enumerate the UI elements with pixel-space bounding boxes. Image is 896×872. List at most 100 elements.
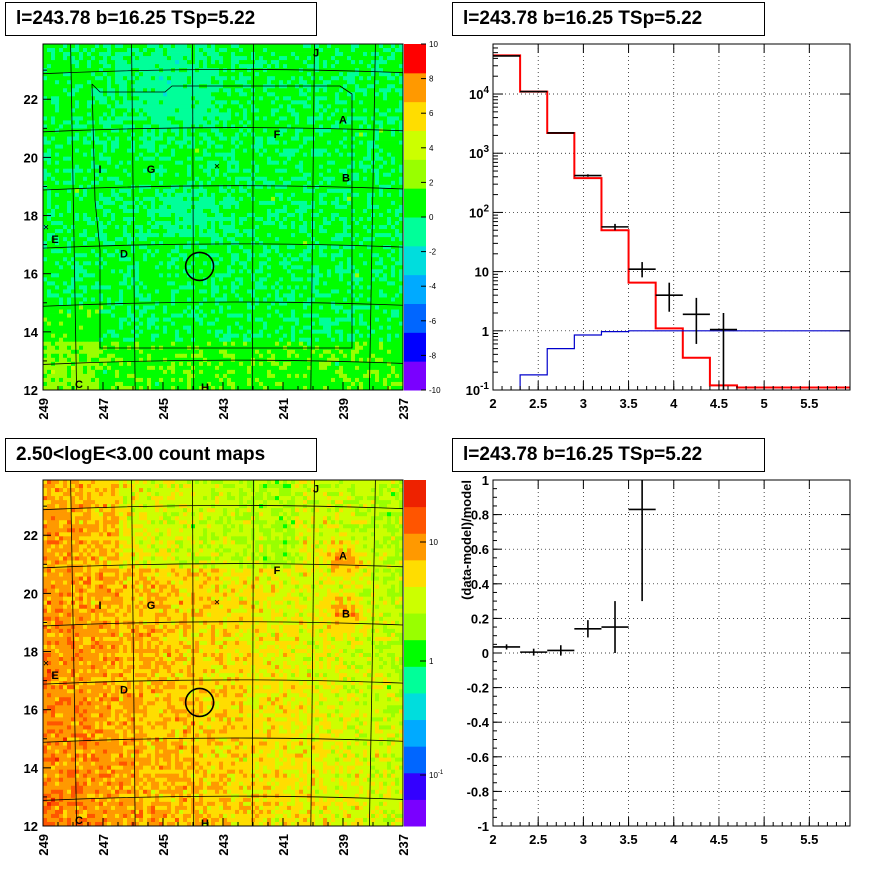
y-tick-label: 1	[482, 473, 489, 488]
x-tick-label: 2	[489, 832, 496, 847]
y-tick-label: 14	[24, 325, 39, 340]
x-tick-label: 2	[489, 396, 496, 411]
y-axis-label: (data-model)/model	[459, 480, 474, 600]
residual-map-coordinate-grid: J A F I G B E D C H	[43, 44, 403, 394]
fractional-residual-plot: 2 2.5 3 3.5 4 4.5 5 5.5 -1 -0.8 -0.6 -0.4 -0.2 0 0.2 0.…	[459, 473, 851, 847]
y-tick-label: -1	[477, 819, 489, 834]
count-map-axes: 249 247 245 243 241 239 237 12 14 16 18 20 22	[24, 479, 411, 856]
y-tick-label: 22	[24, 92, 38, 107]
longitude-gridline	[251, 44, 254, 390]
longitude-gridline	[192, 44, 195, 390]
x-tick-label: 237	[396, 834, 411, 856]
count-map-colorbar: 10 1 10-1	[404, 480, 444, 827]
source-label-h: H	[201, 818, 209, 830]
source-label-i: I	[98, 164, 101, 176]
source-label-h: H	[201, 382, 209, 394]
latitude-gridline	[43, 505, 403, 511]
colorbar-swatch	[404, 72, 426, 103]
y-tick-label: 0.2	[471, 611, 489, 626]
source-label-c: C	[75, 815, 83, 827]
source-label-i: I	[98, 600, 101, 612]
source-label-j: J	[313, 484, 319, 496]
y-tick-label: 18	[24, 209, 38, 224]
latitude-gridline	[43, 359, 403, 365]
latitude-gridline	[43, 737, 403, 743]
source-label-a: A	[339, 551, 347, 563]
source-label-j: J	[313, 48, 319, 60]
colorbar-swatch	[404, 480, 426, 508]
longitude-gridline	[369, 480, 376, 826]
colorbar-tick-label: -10	[429, 386, 441, 395]
colorbar-tick-label: -8	[429, 351, 437, 360]
x-tick-label: 5.5	[800, 396, 818, 411]
y-tick-label: 22	[24, 528, 38, 543]
source-label-d: D	[120, 248, 128, 260]
x-tick-label: 5	[761, 832, 768, 847]
y-tick-label: 10-1	[466, 381, 490, 398]
colorbar-tick-label: 0	[429, 213, 434, 222]
colorbar-swatch	[404, 303, 426, 333]
x-tick-label: 3.5	[620, 832, 638, 847]
x-tick-label: 245	[156, 834, 171, 856]
latitude-gridline	[43, 69, 403, 75]
source-marker	[214, 599, 220, 605]
colorbar-swatch	[404, 586, 426, 614]
x-tick-label: 239	[336, 834, 351, 856]
colorbar-swatch	[404, 332, 426, 362]
colorbar-swatch	[404, 101, 426, 131]
y-tick-label: 0	[482, 646, 489, 661]
source-label-b: B	[342, 609, 350, 621]
residual-plot-title: l=243.78 b=16.25 TSp=5.22	[452, 438, 765, 472]
colorbar-swatch	[404, 639, 426, 667]
x-tick-label: 3	[580, 396, 587, 411]
longitude-gridline	[310, 480, 315, 826]
latitude-gridline	[43, 243, 403, 249]
colorbar-swatch	[404, 217, 426, 247]
x-tick-label: 4.5	[710, 396, 728, 411]
latitude-gridline	[43, 679, 403, 685]
residual-map-title: l=243.78 b=16.25 TSp=5.22	[5, 2, 317, 36]
source-label-g: G	[147, 600, 156, 612]
y-tick-label: 104	[469, 85, 489, 102]
longitude-gridline	[310, 44, 315, 390]
colorbar-swatch	[404, 44, 426, 74]
x-tick-label: 245	[156, 398, 171, 420]
x-tick-label: 4	[670, 396, 678, 411]
longitude-gridline	[131, 480, 136, 826]
y-tick-label: -0.6	[467, 750, 489, 765]
colorbar-swatch	[404, 692, 426, 721]
y-tick-label: -0.4	[467, 715, 490, 730]
colorbar-tick-label: 2	[429, 178, 434, 187]
colorbar-tick-label: 10	[429, 538, 438, 547]
x-tick-label: 249	[36, 834, 51, 856]
count-map-heatmap	[43, 480, 403, 826]
colorbar-swatch	[404, 559, 426, 587]
x-tick-label: 239	[336, 398, 351, 420]
colorbar-tick-label: -4	[429, 282, 437, 291]
latitude-gridline	[43, 621, 403, 627]
y-tick-label: 12	[24, 819, 38, 834]
x-tick-label: 243	[216, 834, 231, 856]
count-spectrum-plot: 2 2.5 3 3.5 4 4.5 5 5.5 10-1 1 10 102 103 104	[466, 43, 851, 411]
y-tick-label: 16	[24, 703, 38, 718]
count-map-title: 2.50<logE<3.00 count maps	[5, 438, 317, 472]
colorbar-tick-label: 4	[429, 144, 434, 153]
x-tick-label: 3	[580, 832, 587, 847]
y-tick-label: 0.8	[471, 508, 489, 523]
colorbar-swatch	[404, 666, 426, 694]
latitude-gridline	[43, 563, 403, 569]
residual-map-axes: 249 247 245 243 241 239 237 12 14 16 18 20 22	[24, 43, 411, 420]
latitude-gridline	[43, 301, 403, 307]
colorbar-tick-label: 6	[429, 109, 434, 118]
source-marker	[43, 224, 49, 230]
colorbar-tick-label: 10	[429, 40, 438, 49]
y-tick-label: 12	[24, 383, 38, 398]
x-tick-label: 247	[96, 398, 111, 420]
colorbar-swatch	[404, 130, 426, 160]
colorbar-swatch	[404, 613, 426, 641]
source-marker	[214, 163, 220, 169]
colorbar-tick-label: 8	[429, 75, 434, 84]
y-tick-label: -0.2	[467, 681, 489, 696]
x-tick-label: 237	[396, 398, 411, 420]
